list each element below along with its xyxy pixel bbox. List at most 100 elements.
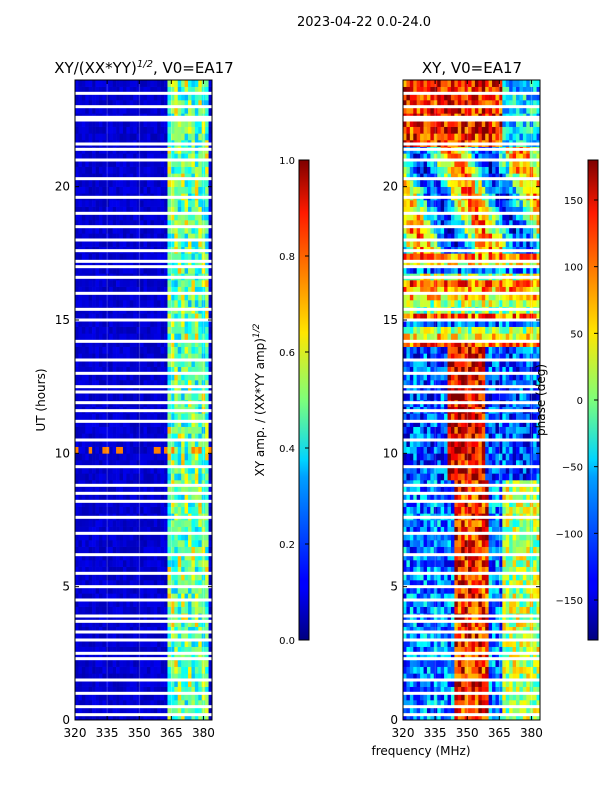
- heatmap-cell: [129, 220, 134, 227]
- heatmap-cell: [164, 420, 168, 427]
- heatmap-cell: [406, 606, 411, 614]
- heatmap-cell: [81, 473, 86, 481]
- heatmap-cell: [512, 640, 517, 647]
- heatmap-cell: [129, 573, 134, 581]
- heatmap-cell: [126, 620, 131, 627]
- heatmap-cell: [112, 606, 117, 614]
- heatmap-cell: [146, 280, 151, 287]
- heatmap-cell: [122, 633, 127, 641]
- heatmap-cell: [88, 426, 93, 434]
- heatmap-cell: [143, 280, 148, 287]
- heatmap-cell: [529, 606, 534, 614]
- flagged-row: [75, 619, 212, 623]
- heatmap-cell: [505, 680, 510, 687]
- heatmap-cell: [164, 653, 168, 661]
- heatmap-cell: [157, 480, 161, 487]
- heatmap-cell: [150, 546, 155, 554]
- heatmap-cell: [529, 633, 534, 641]
- heatmap-cell: [98, 373, 103, 381]
- heatmap-cell: [201, 606, 206, 614]
- heatmap-cell: [471, 666, 476, 674]
- heatmap-cell: [205, 453, 209, 461]
- heatmap-cell: [191, 506, 196, 514]
- heatmap-cell: [112, 313, 117, 321]
- heatmap-cell: [119, 593, 124, 601]
- heatmap-cell: [188, 240, 192, 247]
- heatmap-cell: [109, 186, 113, 194]
- heatmap-cell: [198, 100, 203, 107]
- heatmap-cell: [102, 326, 107, 334]
- heatmap-cell: [194, 500, 199, 507]
- heatmap-cell: [129, 520, 134, 527]
- heatmap-cell: [440, 680, 445, 687]
- heatmap-cell: [516, 680, 520, 687]
- heatmap-cell: [198, 486, 203, 494]
- heatmap-cell: [146, 593, 151, 601]
- heatmap-cell: [471, 580, 476, 587]
- heatmap-cell: [75, 646, 79, 654]
- heatmap-cell: [150, 453, 155, 461]
- heatmap-cell: [122, 373, 127, 381]
- heatmap-cell: [167, 360, 172, 367]
- heatmap-cell: [177, 293, 182, 301]
- heatmap-cell: [167, 380, 172, 387]
- heatmap-cell: [198, 600, 203, 607]
- heatmap-cell: [102, 633, 107, 641]
- heatmap-cell: [119, 326, 124, 334]
- heatmap-cell: [454, 553, 459, 561]
- heatmap-cell: [78, 186, 83, 194]
- heatmap-cell: [140, 553, 144, 561]
- heatmap-cell: [177, 666, 182, 674]
- flagged-row: [75, 515, 212, 519]
- heatmap-cell: [157, 420, 161, 427]
- heatmap-cell: [109, 353, 113, 361]
- heatmap-cell: [126, 500, 131, 507]
- heatmap-cell: [102, 213, 107, 221]
- heatmap-cell: [468, 693, 472, 701]
- heatmap-cell: [403, 560, 407, 567]
- heatmap-cell: [157, 160, 161, 167]
- heatmap-cell: [102, 86, 107, 94]
- heatmap-cell: [181, 186, 185, 194]
- heatmap-cell: [143, 80, 148, 87]
- heatmap-cell: [164, 480, 168, 487]
- heatmap-cell: [157, 353, 161, 361]
- heatmap-cell: [505, 713, 510, 720]
- heatmap-cell: [105, 320, 110, 327]
- heatmap-cell: [78, 653, 83, 661]
- heatmap-cell: [208, 560, 212, 567]
- heatmap-cell: [205, 253, 209, 261]
- heatmap-cell: [198, 220, 203, 227]
- heatmap-cell: [457, 673, 462, 681]
- heatmap-cell: [519, 646, 524, 654]
- heatmap-cell: [198, 86, 203, 94]
- heatmap-cell: [519, 626, 524, 634]
- heatmap-cell: [194, 393, 199, 401]
- heatmap-cell: [164, 453, 168, 461]
- heatmap-cell: [119, 120, 124, 127]
- heatmap-cell: [146, 480, 151, 487]
- heatmap-cell: [181, 100, 185, 107]
- heatmap-cell: [109, 240, 113, 247]
- heatmap-cell: [133, 453, 137, 461]
- heatmap-cell: [140, 226, 144, 234]
- heatmap-cell: [509, 673, 513, 681]
- heatmap-cell: [153, 93, 158, 101]
- heatmap-cell: [485, 706, 489, 714]
- heatmap-cell: [129, 653, 134, 661]
- heatmap-cell: [447, 560, 452, 567]
- heatmap-cell: [102, 260, 107, 267]
- heatmap-cell: [78, 326, 83, 334]
- heatmap-cell: [133, 600, 137, 607]
- heatmap-cell: [95, 333, 100, 341]
- heatmap-cell: [85, 353, 90, 361]
- heatmap-cell: [88, 560, 93, 567]
- heatmap-cell: [208, 440, 212, 447]
- heatmap-cell: [81, 346, 86, 354]
- heatmap-cell: [174, 593, 179, 601]
- heatmap-cell: [170, 526, 175, 534]
- heatmap-cell: [122, 80, 127, 87]
- x-tick-label: 380: [192, 726, 215, 740]
- heatmap-cell: [194, 80, 199, 87]
- heatmap-cell: [519, 580, 524, 587]
